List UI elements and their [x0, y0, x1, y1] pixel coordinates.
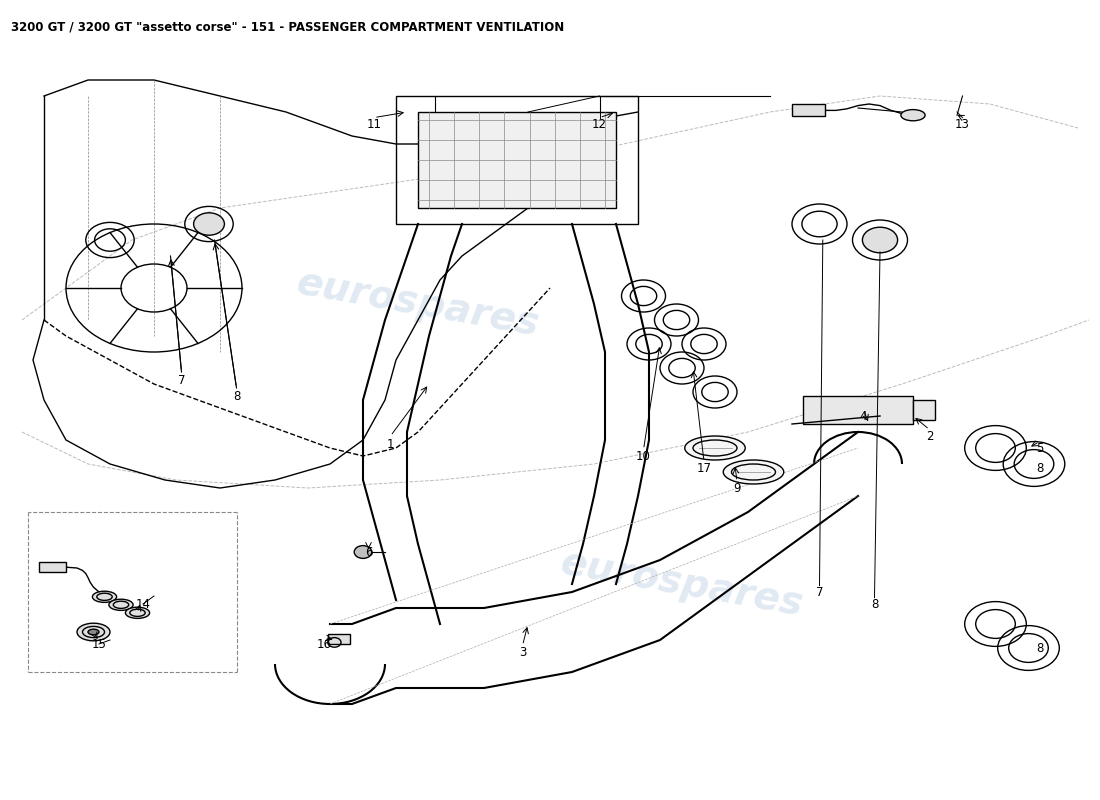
Text: 13: 13 [955, 118, 970, 130]
Bar [396, 96, 638, 224]
Text: eurospares: eurospares [558, 544, 806, 624]
Text: 12: 12 [592, 118, 607, 130]
Ellipse shape [724, 460, 784, 484]
Text: 9: 9 [734, 482, 740, 494]
Ellipse shape [109, 599, 133, 610]
Text: 3200 GT / 3200 GT "assetto corse" - 151 - PASSENGER COMPARTMENT VENTILATION: 3200 GT / 3200 GT "assetto corse" - 151 … [11, 20, 564, 33]
Bar [328, 634, 350, 644]
Bar [792, 104, 825, 116]
Text: 7: 7 [816, 586, 823, 598]
Text: 2: 2 [926, 430, 933, 442]
Ellipse shape [88, 629, 99, 635]
Text: 14: 14 [135, 598, 151, 610]
Text: 8: 8 [1036, 642, 1043, 654]
Ellipse shape [125, 607, 150, 618]
Circle shape [862, 227, 898, 253]
Text: 10: 10 [636, 450, 651, 462]
Circle shape [354, 546, 372, 558]
Ellipse shape [901, 110, 925, 121]
Text: 3: 3 [519, 646, 526, 658]
Ellipse shape [77, 623, 110, 641]
Text: 4: 4 [860, 410, 867, 422]
Circle shape [194, 213, 224, 235]
Bar [39, 562, 66, 572]
Text: eurospares: eurospares [294, 264, 542, 344]
Text: 15: 15 [91, 638, 107, 650]
Text: 11: 11 [366, 118, 382, 130]
Bar [418, 112, 616, 208]
Text: 17: 17 [696, 462, 712, 474]
Bar [803, 396, 913, 424]
Text: 8: 8 [1036, 462, 1043, 474]
Ellipse shape [684, 436, 746, 460]
Text: 6: 6 [365, 546, 372, 558]
Text: 7: 7 [178, 374, 185, 386]
Text: 5: 5 [1036, 442, 1043, 454]
Bar [913, 400, 935, 420]
Text: 8: 8 [233, 390, 240, 402]
Text: 16: 16 [317, 638, 332, 650]
Text: 1: 1 [387, 438, 394, 450]
Text: 8: 8 [871, 598, 878, 610]
Ellipse shape [92, 591, 117, 602]
